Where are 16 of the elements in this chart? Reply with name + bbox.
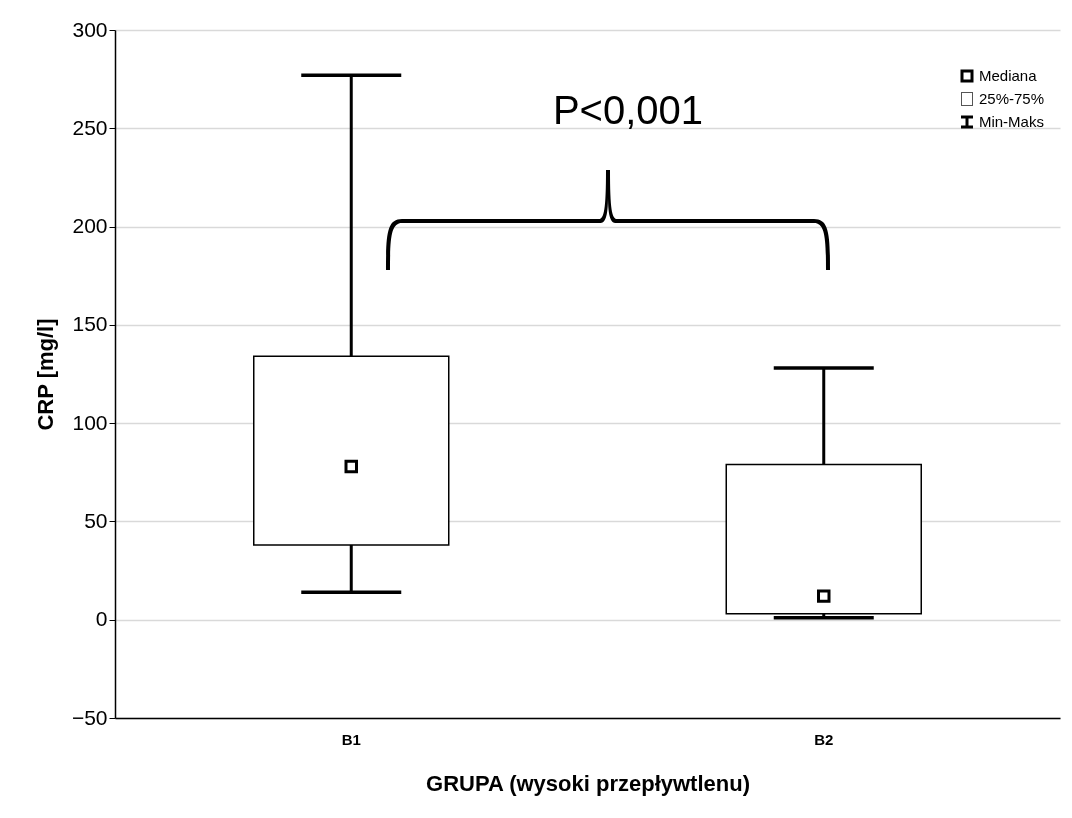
y-axis-title: CRP [mg/l] — [32, 318, 58, 431]
x-axis-title: GRUPA (wysoki przepływtlenu) — [426, 770, 750, 796]
annotation: P<0,001 — [551, 88, 705, 133]
y-tick-label: 250 — [72, 115, 108, 139]
y-tick-label: 50 — [84, 508, 108, 532]
annotation: Min-Maks — [978, 112, 1044, 132]
y-tick-label: 0 — [95, 607, 108, 631]
annotation: 25%-75% — [978, 89, 1044, 109]
y-tick-label: 300 — [72, 17, 108, 41]
x-tick-label: B1 — [341, 730, 361, 748]
y-tick-label: −50 — [71, 705, 108, 729]
annotation: Mediana — [978, 66, 1037, 86]
y-tick-label: 150 — [72, 312, 108, 336]
y-tick-label: 200 — [72, 214, 108, 238]
x-tick-label: B2 — [814, 730, 834, 748]
y-tick-label: 100 — [72, 410, 108, 434]
